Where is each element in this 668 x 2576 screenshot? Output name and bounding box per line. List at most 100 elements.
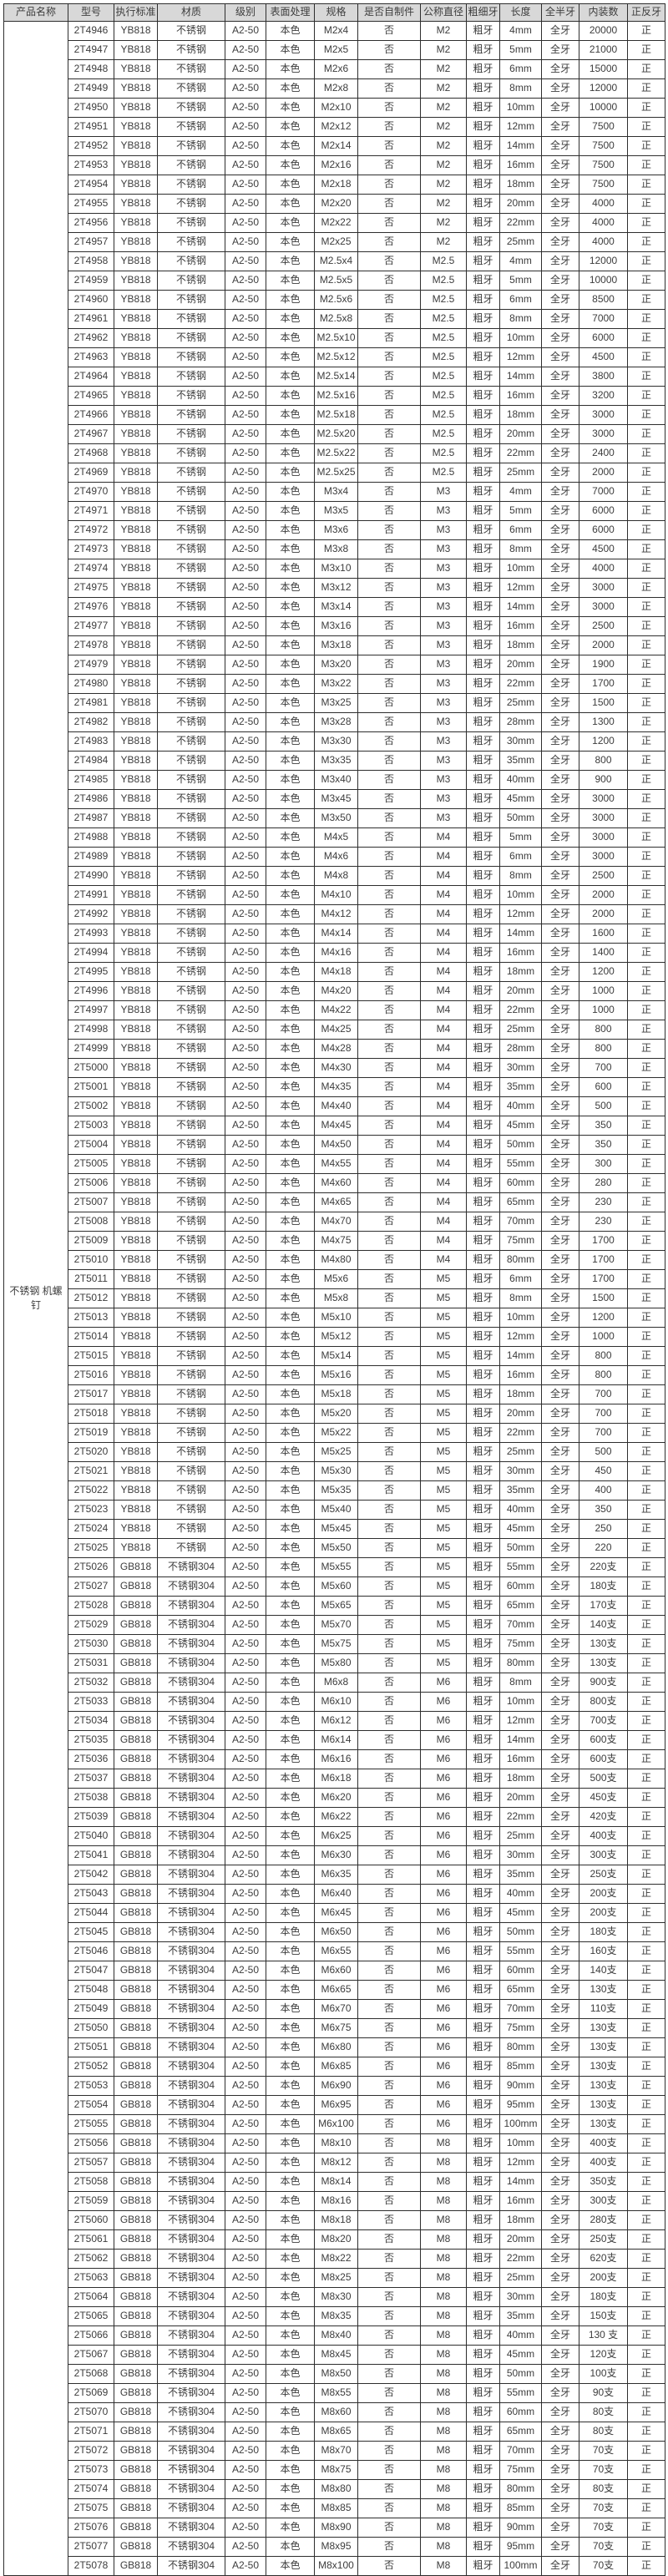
model-cell: 2T4965 (68, 386, 114, 406)
thread-cell: 粗牙 (466, 2537, 500, 2557)
standard-cell: GB818 (114, 2076, 158, 2096)
diameter-cell: M8 (420, 2306, 467, 2326)
standard-cell: YB818 (114, 674, 158, 694)
thread-cell: 粗牙 (466, 1538, 500, 1558)
grade-cell: A2-50 (225, 2364, 266, 2384)
table-row: 2T4953 YB818 不锈钢 A2-50 本色 M2x16 否 M2 粗牙 16mm 全牙 750… (4, 155, 665, 175)
model-cell: 2T4991 (68, 885, 114, 905)
full-thread-cell: 全牙 (541, 1135, 579, 1155)
length-cell: 8mm (499, 539, 542, 559)
grade-cell: A2-50 (225, 1922, 266, 1942)
spec-cell: M5x10 (314, 1308, 358, 1328)
thread-cell: 粗牙 (466, 1308, 500, 1328)
model-cell: 2T4977 (68, 616, 114, 636)
grade-cell: A2-50 (225, 1845, 266, 1865)
grade-cell: A2-50 (225, 731, 266, 752)
length-cell: 85mm (499, 2057, 542, 2077)
spec-cell: M6x22 (314, 1807, 358, 1827)
surface-cell: 本色 (266, 2268, 315, 2288)
direction-cell: 正 (627, 2537, 665, 2557)
model-cell: 2T5058 (68, 2172, 114, 2192)
qty-cell: 800 (579, 1020, 628, 1040)
diameter-cell: M5 (420, 1461, 467, 1481)
diameter-cell: M6 (420, 1980, 467, 2000)
table-row: 2T5003 YB818 不锈钢 A2-50 本色 M4x45 否 M4 粗牙 45mm 全牙 350… (4, 1116, 665, 1136)
table-row: 2T5039 GB818 不锈钢304 A2-50 本色 M6x22 否 M6 粗牙 22mm 全牙… (4, 1807, 665, 1827)
thread-cell: 粗牙 (466, 904, 500, 924)
full-thread-cell: 全牙 (541, 501, 579, 521)
spec-cell: M4x28 (314, 1039, 358, 1059)
full-thread-cell: 全牙 (541, 213, 579, 233)
full-thread-cell: 全牙 (541, 578, 579, 598)
grade-cell: A2-50 (225, 443, 266, 463)
table-row: 2T5077 GB818 不锈钢304 A2-50 本色 M8x95 否 M8 粗牙 95mm 全牙… (4, 2537, 665, 2557)
table-row: 2T5009 YB818 不锈钢 A2-50 本色 M4x75 否 M4 粗牙 75mm 全牙 170… (4, 1231, 665, 1251)
grade-cell: A2-50 (225, 2057, 266, 2077)
material-cell: 不锈钢 (157, 1212, 225, 1232)
material-cell: 不锈钢 (157, 655, 225, 675)
thread-cell: 粗牙 (466, 1384, 500, 1404)
table-row: 2T5041 GB818 不锈钢304 A2-50 本色 M6x30 否 M6 粗牙 30mm 全牙… (4, 1845, 665, 1865)
diameter-cell: M2 (420, 117, 467, 137)
spec-cell: M4x75 (314, 1231, 358, 1251)
self-made-cell: 否 (357, 885, 421, 905)
grade-cell: A2-50 (225, 2306, 266, 2326)
grade-cell: A2-50 (225, 1269, 266, 1289)
material-cell: 不锈钢 (157, 463, 225, 483)
diameter-cell: M5 (420, 1384, 467, 1404)
spec-cell: M5x40 (314, 1500, 358, 1520)
qty-cell: 230 (579, 1212, 628, 1232)
diameter-cell: M4 (420, 1000, 467, 1020)
grade-cell: A2-50 (225, 1116, 266, 1136)
thread-cell: 粗牙 (466, 789, 500, 809)
model-cell: 2T5050 (68, 2018, 114, 2038)
grade-cell: A2-50 (225, 367, 266, 387)
qty-cell: 180支 (579, 1922, 628, 1942)
model-cell: 2T5077 (68, 2537, 114, 2557)
material-cell: 不锈钢 (157, 1000, 225, 1020)
thread-cell: 粗牙 (466, 1961, 500, 1981)
direction-cell: 正 (627, 847, 665, 867)
diameter-cell: M3 (420, 655, 467, 675)
qty-cell: 3000 (579, 597, 628, 617)
surface-cell: 本色 (266, 117, 315, 137)
length-cell: 8mm (499, 1288, 542, 1308)
qty-cell: 3000 (579, 789, 628, 809)
qty-cell: 1700 (579, 1269, 628, 1289)
surface-cell: 本色 (266, 1058, 315, 1078)
grade-cell: A2-50 (225, 1711, 266, 1731)
full-thread-cell: 全牙 (541, 1692, 579, 1712)
qty-cell: 200支 (579, 2268, 628, 2288)
standard-cell: GB818 (114, 2037, 158, 2057)
qty-cell: 2000 (579, 904, 628, 924)
full-thread-cell: 全牙 (541, 2037, 579, 2057)
direction-cell: 正 (627, 309, 665, 329)
surface-cell: 本色 (266, 1154, 315, 1174)
direction-cell: 正 (627, 1308, 665, 1328)
model-cell: 2T4949 (68, 78, 114, 99)
full-thread-cell: 全牙 (541, 424, 579, 444)
surface-cell: 本色 (266, 2460, 315, 2480)
thread-cell: 粗牙 (466, 1212, 500, 1232)
material-cell: 不锈钢 (157, 885, 225, 905)
table-row: 2T4970 YB818 不锈钢 A2-50 本色 M3x4 否 M3 粗牙 4mm 全牙 7000 正 (4, 482, 665, 502)
material-cell: 不锈钢 (157, 194, 225, 214)
full-thread-cell: 全牙 (541, 1673, 579, 1693)
qty-cell: 620支 (579, 2249, 628, 2269)
grade-cell: A2-50 (225, 2133, 266, 2153)
full-thread-cell: 全牙 (541, 347, 579, 367)
qty-cell: 700 (579, 1058, 628, 1078)
diameter-cell: M3 (420, 501, 467, 521)
full-thread-cell: 全牙 (541, 1365, 579, 1385)
direction-cell: 正 (627, 2556, 665, 2576)
model-cell: 2T4988 (68, 827, 114, 848)
table-row: 2T5053 GB818 不锈钢304 A2-50 本色 M6x90 否 M6 粗牙 90mm 全牙… (4, 2076, 665, 2096)
self-made-cell: 否 (357, 155, 421, 175)
diameter-cell: M2 (420, 175, 467, 195)
grade-cell: A2-50 (225, 770, 266, 790)
standard-cell: YB818 (114, 1135, 158, 1155)
thread-cell: 粗牙 (466, 2210, 500, 2230)
length-cell: 100mm (499, 2114, 542, 2134)
surface-cell: 本色 (266, 655, 315, 675)
standard-cell: GB818 (114, 1557, 158, 1577)
